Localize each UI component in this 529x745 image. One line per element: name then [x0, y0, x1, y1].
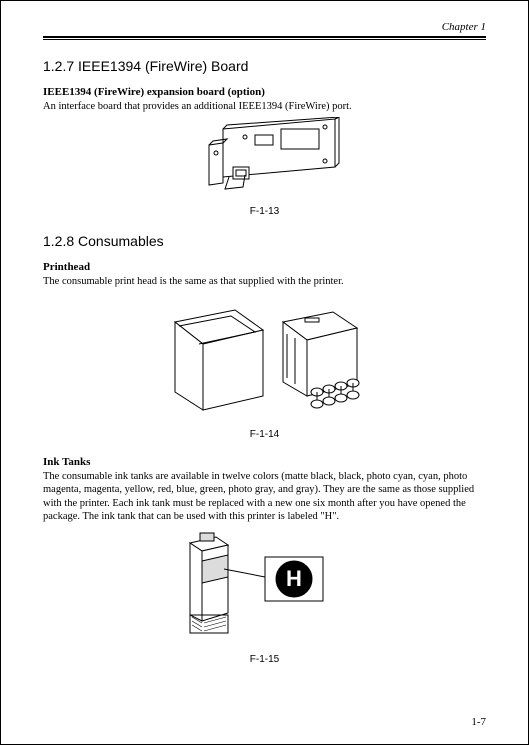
subheading-inktanks: Ink Tanks [43, 456, 486, 468]
firewire-board-icon [185, 117, 345, 199]
subheading-firewire: IEEE1394 (FireWire) expansion board (opt… [43, 86, 486, 98]
page-number: 1-7 [471, 716, 486, 728]
figure-firewire: F-1-13 [43, 117, 486, 217]
figure-printhead: F-1-14 [43, 292, 486, 440]
header-chapter: Chapter 1 [43, 21, 486, 36]
section-title-firewire: 1.2.7 IEEE1394 (FireWire) Board [43, 58, 486, 74]
inktank-icon: H [170, 527, 360, 647]
header-rule [43, 36, 486, 40]
caption-firewire: F-1-13 [43, 206, 486, 217]
body-firewire: An interface board that provides an addi… [43, 100, 486, 113]
caption-printhead: F-1-14 [43, 429, 486, 440]
badge-letter: H [286, 566, 302, 591]
caption-inktank: F-1-15 [43, 654, 486, 665]
body-inktanks: The consumable ink tanks are available i… [43, 470, 486, 523]
body-printhead: The consumable print head is the same as… [43, 275, 486, 288]
figure-inktank: H F-1-15 [43, 527, 486, 665]
section-title-consumables: 1.2.8 Consumables [43, 233, 486, 249]
printhead-icon [145, 292, 385, 422]
page: Chapter 1 1.2.7 IEEE1394 (FireWire) Boar… [1, 1, 528, 744]
subheading-printhead: Printhead [43, 261, 486, 273]
